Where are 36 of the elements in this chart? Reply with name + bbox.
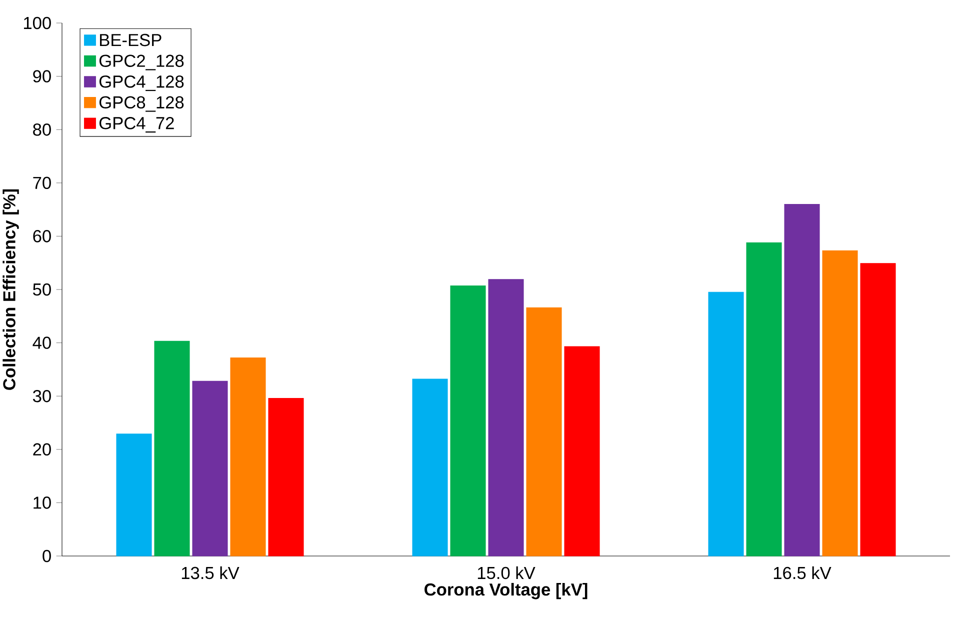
bar [860, 263, 896, 556]
legend-label: GPC4_72 [99, 117, 174, 133]
y-tick-label: 20 [33, 443, 51, 456]
y-axis-title: Collection Efficiency [%] [2, 189, 19, 390]
y-tick-label: 30 [32, 390, 51, 402]
y-tick-label: 70 [33, 176, 51, 190]
x-axis-title: Corona Voltage [kV] [424, 582, 588, 600]
bar [192, 380, 228, 556]
bar [822, 250, 858, 556]
bar [784, 204, 820, 556]
bar [268, 398, 304, 556]
bar [412, 378, 448, 556]
legend-label: BE-ESP [100, 34, 162, 46]
y-tick-label: 50 [33, 283, 51, 296]
bar [564, 346, 600, 556]
bar [230, 357, 266, 556]
y-tick-label: 0 [42, 550, 51, 562]
x-tick-label: 16.5 kV [774, 566, 832, 580]
bar [154, 340, 190, 556]
y-tick-label: 80 [33, 123, 51, 136]
legend-label: GPC4_128 [99, 75, 184, 92]
bar [450, 286, 486, 556]
bar [746, 242, 782, 556]
y-tick-label: 100 [24, 16, 51, 30]
bar [116, 434, 152, 556]
bar [488, 279, 524, 556]
y-tick-label: 90 [33, 70, 51, 82]
legend-label: GPC8_128 [99, 96, 184, 112]
y-tick-label: 40 [32, 336, 51, 349]
bar [526, 307, 562, 556]
x-tick-label: 13.5 kV [182, 566, 240, 580]
bar [708, 292, 744, 556]
legend-label: GPC2_128 [99, 54, 184, 70]
x-tick-label: 15.0 kV [478, 566, 536, 580]
y-tick-label: 60 [33, 230, 51, 242]
y-tick-label: 10 [34, 496, 51, 509]
